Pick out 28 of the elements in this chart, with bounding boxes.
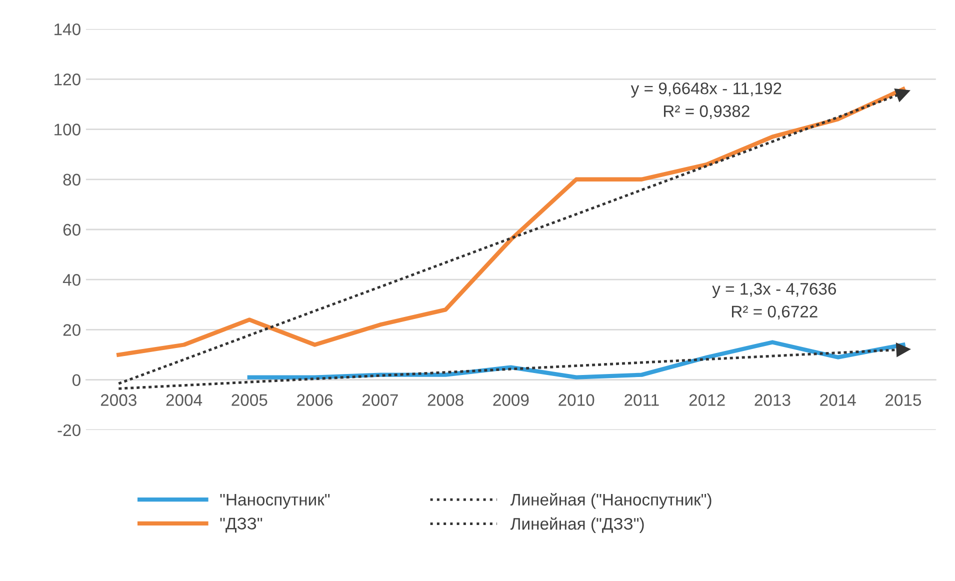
x-tick-label: 2013 xyxy=(754,394,790,406)
x-tick-label: 2012 xyxy=(689,394,725,406)
legend-label: "ДЗЗ" xyxy=(220,518,262,533)
y-tick-label: 0 xyxy=(72,374,80,386)
x-tick-label: 2004 xyxy=(166,394,202,406)
y-tick-label: 80 xyxy=(63,174,80,186)
y-tick-label: -20 xyxy=(58,424,80,436)
x-tick-label: 2003 xyxy=(100,394,136,406)
x-tick-label: 2011 xyxy=(624,394,659,406)
y-tick-label: 60 xyxy=(63,224,80,236)
y-tick-label: 40 xyxy=(62,274,80,286)
x-tick-label: 2007 xyxy=(362,394,398,406)
x-tick-label: 2010 xyxy=(558,394,594,406)
annotation: y = 9,6648x - 11,192 R² = 0,9382 xyxy=(630,82,782,120)
x-tick-label: 2014 xyxy=(820,394,856,406)
y-tick-label: 20 xyxy=(63,324,80,336)
legend-label: Линейная ("Наноспутник") xyxy=(510,493,712,509)
legend-label: "Наноспутник" xyxy=(220,494,330,509)
annotation: y = 1,3x - 4,7636 R² = 0,6722 xyxy=(712,282,836,320)
x-tick-label: 2009 xyxy=(493,394,529,406)
x-tick-label: 2015 xyxy=(886,394,922,406)
x-tick-label: 2005 xyxy=(232,394,268,406)
x-tick-label: 2006 xyxy=(297,394,333,406)
y-tick-label: 140 xyxy=(54,23,80,36)
y-tick-label: 120 xyxy=(54,74,80,86)
x-tick-label: 2008 xyxy=(428,394,464,406)
y-tick-label: 100 xyxy=(54,124,80,136)
legend-label: Линейная ("ДЗЗ") xyxy=(510,517,644,534)
